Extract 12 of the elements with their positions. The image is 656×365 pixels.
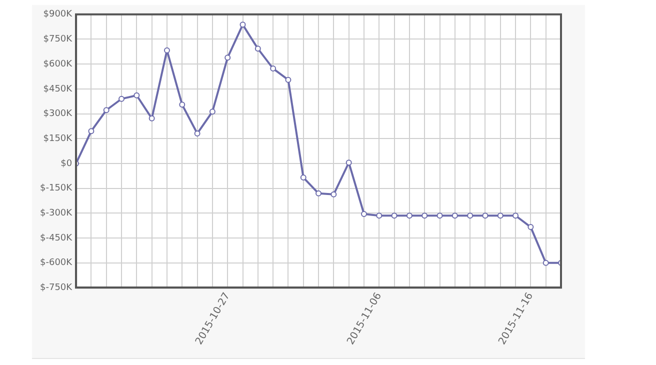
y-tick-label: $900K: [43, 10, 74, 20]
y-tick-label: $-450K: [40, 233, 74, 244]
y-tick-label: $750K: [43, 34, 74, 45]
y-tick-label: $150K: [43, 134, 74, 144]
y-tick-label: $600K: [43, 59, 74, 70]
y-tick-label: $-750K: [40, 283, 74, 294]
y-tick-label: $-600K: [40, 258, 74, 268]
y-tick-label: $-150K: [40, 184, 74, 194]
y-tick-label: $300K: [43, 109, 74, 120]
y-tick-label: $-300K: [40, 208, 74, 218]
y-tick-label: $450K: [43, 84, 74, 94]
y-tick-label: $0: [60, 158, 72, 169]
